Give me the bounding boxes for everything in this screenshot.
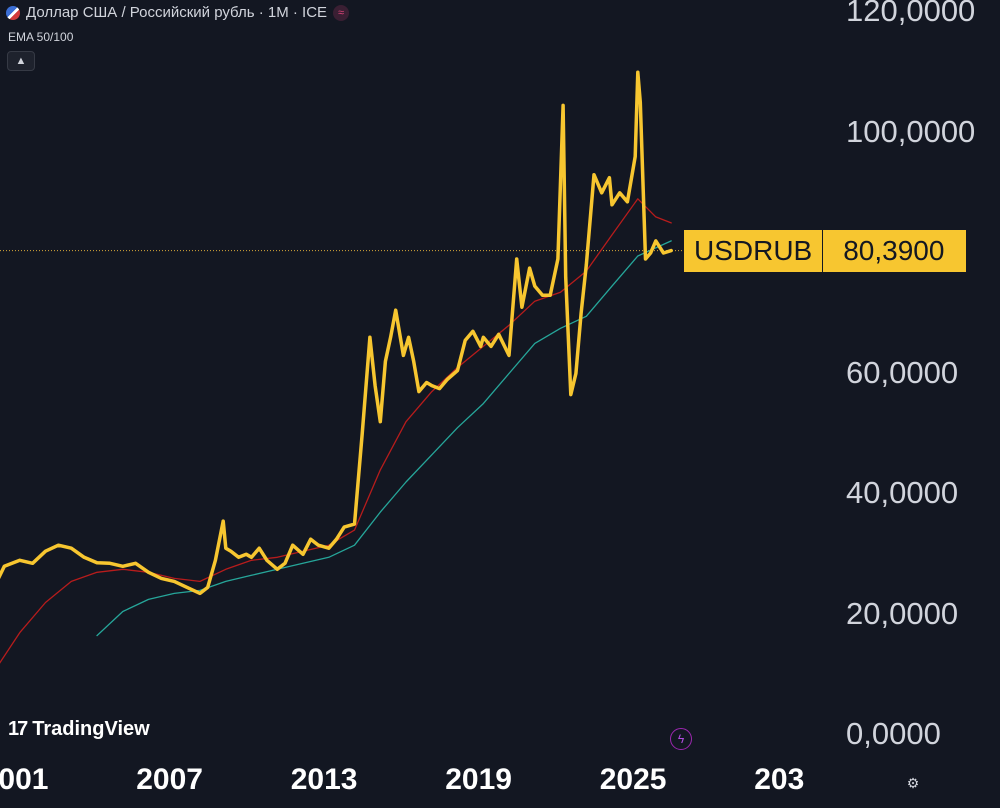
x-tick-label: 2019 (445, 763, 512, 796)
price-label-symbol: USDRUB (684, 230, 824, 272)
flash-icon[interactable]: ϟ (670, 728, 692, 750)
y-tick-label: 60,0000 (846, 354, 959, 390)
x-tick-label: 2025 (599, 763, 667, 796)
indicator-legend[interactable]: EMA 50/100 (8, 30, 74, 44)
x-tick-label: 2001 (0, 763, 49, 796)
y-tick-label: 120,0000 (846, 0, 976, 28)
y-tick-label: 20,0000 (846, 595, 959, 631)
x-tick-label: 203 (754, 763, 805, 796)
last-price-label[interactable]: USDRUB 80,3900 (684, 230, 967, 272)
chevron-up-icon: ▲ (15, 55, 27, 67)
y-tick-label: 100,0000 (846, 113, 976, 149)
usdrub-price-line[interactable] (0, 70, 673, 596)
symbol-header[interactable]: Доллар США / Российский рубль · 1M · ICE… (6, 4, 350, 21)
watermark-text: TradingView (32, 718, 150, 740)
x-tick-label: 2007 (136, 763, 203, 796)
ema100-line[interactable] (96, 240, 672, 637)
gear-icon[interactable]: ⚙ (906, 774, 920, 791)
x-tick-label: 2013 (290, 763, 358, 796)
collapse-legend-button[interactable]: ▲ (7, 51, 35, 71)
price-label-value: 80,3900 (843, 235, 945, 266)
wave-icon[interactable]: ≈ (333, 4, 350, 21)
y-tick-label: 40,0000 (846, 475, 959, 510)
tradingview-watermark[interactable]: 17 TradingView (8, 718, 150, 741)
y-tick-label: 0,0000 (846, 716, 941, 751)
ema50-line[interactable] (0, 198, 672, 672)
us-ru-flag-icon (6, 5, 20, 20)
symbol-title: Доллар США / Российский рубль · 1M · ICE (26, 4, 328, 21)
tradingview-logo-icon: 17 (8, 718, 28, 740)
